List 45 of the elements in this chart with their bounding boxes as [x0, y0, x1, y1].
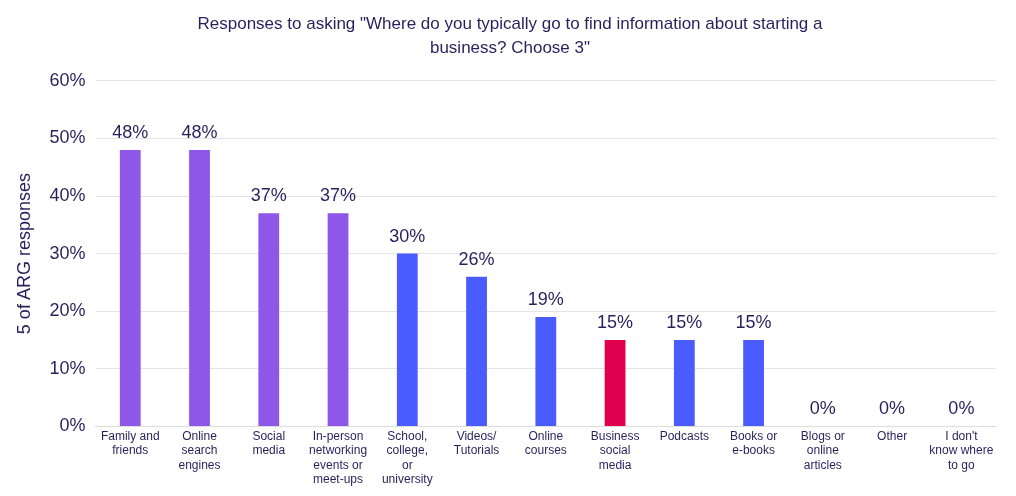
bar: [119, 149, 141, 426]
data-label: 37%: [320, 185, 357, 206]
bar: [743, 340, 764, 426]
data-label: 0%: [948, 398, 975, 419]
x-tick-label: Business social media: [590, 428, 640, 472]
x-tick-label: Books or e-books: [729, 428, 778, 458]
x-tick-label: Videos/ Tutorials: [453, 428, 500, 458]
data-label: 0%: [879, 398, 906, 419]
x-tick-label: Online search engines: [178, 428, 221, 472]
x-tick-label: Blogs or online articles: [800, 428, 845, 472]
data-label: 15%: [666, 311, 703, 332]
data-label: 19%: [527, 288, 564, 309]
y-tick-label: 50%: [49, 127, 86, 148]
y-tick-label: 30%: [49, 242, 86, 263]
y-tick-label: 0%: [59, 415, 86, 436]
data-label: 48%: [112, 121, 149, 142]
x-tick-label: Online courses: [524, 428, 567, 458]
data-label: 0%: [809, 398, 836, 419]
data-label: 26%: [458, 248, 495, 269]
y-axis-title: 5 of ARG responses: [13, 173, 34, 335]
data-label: 37%: [250, 185, 287, 206]
bar: [673, 340, 695, 426]
x-tick-label: In-person networking events or meet-ups: [309, 428, 368, 487]
x-tick-label: Other: [877, 428, 908, 443]
data-label: 48%: [181, 121, 218, 142]
x-tick-label: School, college, or university: [381, 428, 433, 487]
x-tick-label: Podcasts: [659, 428, 710, 443]
bar: [604, 340, 626, 426]
y-tick-label: 20%: [49, 300, 86, 321]
bar: [466, 276, 487, 426]
bar: [258, 213, 280, 426]
x-tick-label: Social media: [252, 428, 286, 458]
bar: [189, 149, 210, 426]
x-tick-label: Family and friends: [100, 428, 160, 458]
data-label: 30%: [389, 225, 426, 246]
bar: [396, 253, 418, 426]
data-label: 15%: [735, 311, 772, 332]
y-tick-label: 10%: [49, 357, 86, 378]
chart-title: Responses to asking "Where do you typically go to find information about starting a business? Choose 3": [196, 13, 824, 59]
y-tick-label: 40%: [49, 184, 86, 205]
y-tick-label: 60%: [49, 69, 86, 90]
bar: [327, 213, 349, 426]
bar: [535, 316, 557, 426]
x-tick-label: I don't know where to go: [929, 428, 994, 472]
data-label: 15%: [597, 311, 634, 332]
